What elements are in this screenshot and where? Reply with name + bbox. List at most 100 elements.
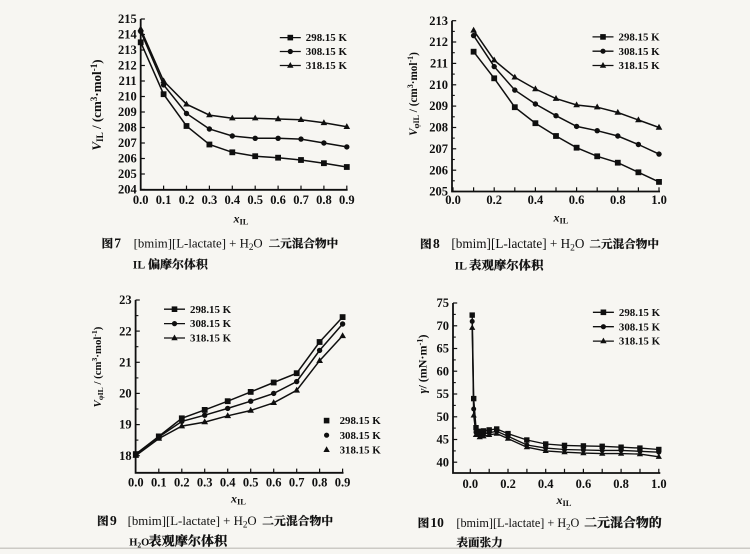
svg-text:207: 207 <box>118 136 137 150</box>
svg-text:0.6: 0.6 <box>576 477 592 491</box>
svg-text:70: 70 <box>437 319 450 333</box>
svg-text:205: 205 <box>429 185 448 199</box>
svg-text:308.15 K: 308.15 K <box>340 430 382 442</box>
svg-text:215: 215 <box>118 12 137 26</box>
svg-text:0.4: 0.4 <box>528 193 544 207</box>
svg-text:208: 208 <box>118 121 137 135</box>
svg-text:0.1: 0.1 <box>151 476 167 490</box>
svg-text:VφIL / (cm3·mol-1): VφIL / (cm3·mol-1) <box>90 326 105 407</box>
svg-text:318.15 K: 318.15 K <box>619 60 661 72</box>
svg-text:IL: IL <box>455 259 468 273</box>
svg-text:7: 7 <box>114 236 121 251</box>
svg-text:210: 210 <box>429 78 448 92</box>
svg-text:214: 214 <box>118 28 138 42</box>
svg-text:308.15 K: 308.15 K <box>190 318 232 330</box>
svg-text:213: 213 <box>429 14 448 28</box>
svg-text:50: 50 <box>437 410 450 424</box>
svg-text:0.0: 0.0 <box>462 477 478 491</box>
svg-text:0.4: 0.4 <box>224 193 240 207</box>
svg-text:[bmim][L-lactate] + H2O: [bmim][L-lactate] + H2O <box>456 516 579 532</box>
svg-text:318.15 K: 318.15 K <box>190 333 232 345</box>
svg-text:H2O: H2O <box>129 538 149 550</box>
svg-text:8: 8 <box>433 236 440 251</box>
svg-text:0.7: 0.7 <box>293 193 309 207</box>
svg-text:308.15 K: 308.15 K <box>619 321 661 333</box>
svg-text:γ/ (mN·m-1): γ/ (mN·m-1) <box>415 334 430 393</box>
svg-text:21: 21 <box>119 355 132 369</box>
svg-text:19: 19 <box>119 418 132 432</box>
svg-text:75: 75 <box>437 296 450 310</box>
svg-text:10: 10 <box>430 515 444 530</box>
svg-text:298.15 K: 298.15 K <box>619 307 661 319</box>
svg-text:1.0: 1.0 <box>651 193 667 207</box>
svg-text:211: 211 <box>430 57 448 71</box>
svg-text:22: 22 <box>119 324 132 338</box>
svg-text:209: 209 <box>118 105 137 119</box>
svg-text:0.4: 0.4 <box>220 476 236 490</box>
svg-text:318.15 K: 318.15 K <box>619 336 661 348</box>
svg-text:9: 9 <box>110 513 117 528</box>
svg-text:210: 210 <box>118 90 137 104</box>
svg-text:212: 212 <box>118 59 137 73</box>
svg-text:0.1: 0.1 <box>156 193 172 207</box>
svg-text:206: 206 <box>429 163 448 177</box>
svg-text:xIL: xIL <box>556 493 572 508</box>
svg-text:[bmim][L-lactate] + H2O: [bmim][L-lactate] + H2O <box>134 237 263 253</box>
svg-text:204: 204 <box>118 183 138 197</box>
svg-text:VφIL / (cm3·mol-1): VφIL / (cm3·mol-1) <box>406 52 421 136</box>
svg-text:298.15 K: 298.15 K <box>619 32 661 44</box>
svg-text:205: 205 <box>118 167 137 181</box>
svg-text:0.3: 0.3 <box>202 193 218 207</box>
svg-text:45: 45 <box>437 433 450 447</box>
svg-text:0.3: 0.3 <box>197 476 213 490</box>
svg-text:60: 60 <box>437 364 450 378</box>
svg-text:xIL: xIL <box>230 492 246 507</box>
svg-text:0.8: 0.8 <box>610 193 626 207</box>
svg-text:0.2: 0.2 <box>500 477 516 491</box>
svg-text:212: 212 <box>429 35 448 49</box>
svg-text:298.15 K: 298.15 K <box>340 415 382 427</box>
svg-text:18: 18 <box>119 449 132 463</box>
svg-text:1.0: 1.0 <box>651 477 667 491</box>
svg-text:65: 65 <box>437 342 450 356</box>
svg-text:0.6: 0.6 <box>270 193 286 207</box>
svg-text:0.4: 0.4 <box>538 477 554 491</box>
svg-text:0.6: 0.6 <box>569 193 585 207</box>
svg-text:0.9: 0.9 <box>335 476 351 490</box>
svg-text:0.5: 0.5 <box>247 193 263 207</box>
svg-text:318.15 K: 318.15 K <box>306 60 348 72</box>
svg-text:211: 211 <box>119 74 137 88</box>
svg-text:0.0: 0.0 <box>445 193 461 207</box>
svg-text:298.15 K: 298.15 K <box>190 304 232 316</box>
svg-text:0.8: 0.8 <box>613 477 629 491</box>
svg-text:[bmim][L-lactate] + H2O: [bmim][L-lactate] + H2O <box>451 236 584 254</box>
svg-text:0.2: 0.2 <box>174 476 190 490</box>
svg-text:xIL: xIL <box>553 211 569 226</box>
svg-text:213: 213 <box>118 43 137 57</box>
svg-text:xIL: xIL <box>233 211 249 226</box>
svg-text:0.0: 0.0 <box>133 193 149 207</box>
svg-text:0.2: 0.2 <box>486 193 502 207</box>
svg-text:0.7: 0.7 <box>289 476 305 490</box>
svg-text:298.15 K: 298.15 K <box>306 32 348 44</box>
svg-text:23: 23 <box>119 293 132 307</box>
svg-text:IL: IL <box>133 258 146 272</box>
svg-text:308.15 K: 308.15 K <box>619 46 661 58</box>
svg-text:0.8: 0.8 <box>316 193 332 207</box>
svg-text:40: 40 <box>437 455 450 469</box>
svg-text:[bmim][L-lactate] + H2O: [bmim][L-lactate] + H2O <box>128 514 257 530</box>
svg-text:0.6: 0.6 <box>266 476 282 490</box>
svg-text:208: 208 <box>429 121 448 135</box>
svg-text:209: 209 <box>429 99 448 113</box>
svg-text:207: 207 <box>429 142 448 156</box>
svg-text:318.15 K: 318.15 K <box>340 444 382 456</box>
svg-text:0.8: 0.8 <box>312 476 328 490</box>
svg-text:55: 55 <box>437 387 450 401</box>
svg-text:0.0: 0.0 <box>128 476 144 490</box>
svg-text:0.5: 0.5 <box>243 476 259 490</box>
svg-text:20: 20 <box>119 387 132 401</box>
svg-text:206: 206 <box>118 152 137 166</box>
svg-text:VIL / (cm3·mol-1): VIL / (cm3·mol-1) <box>89 59 105 150</box>
svg-text:0.2: 0.2 <box>179 193 195 207</box>
svg-text:308.15 K: 308.15 K <box>306 46 348 58</box>
